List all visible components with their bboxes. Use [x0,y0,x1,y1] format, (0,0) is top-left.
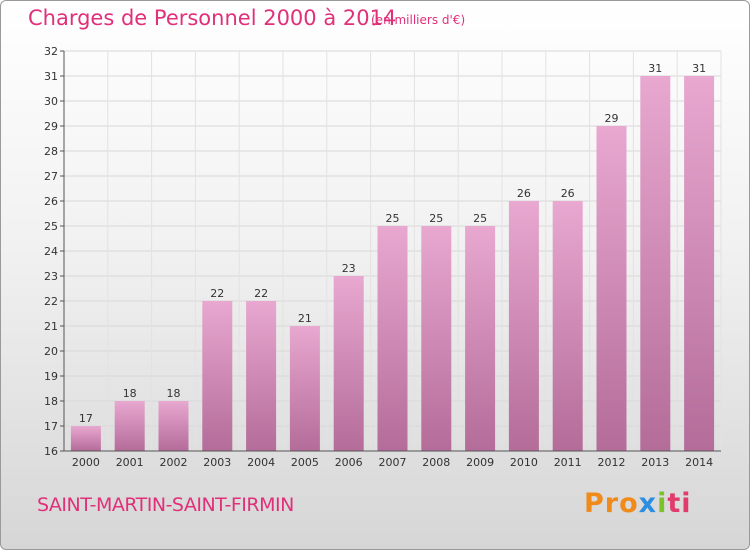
data-label: 26 [517,187,531,200]
bars [70,76,715,451]
y-tick-label: 26 [44,195,58,208]
x-tick-label: 2011 [554,456,582,469]
data-label: 18 [167,387,181,400]
bar-2007 [377,226,408,451]
data-label: 31 [692,62,706,75]
y-tick-label: 27 [44,170,58,183]
x-tick-label: 2000 [72,456,100,469]
data-label: 29 [605,112,619,125]
bar-2005 [289,326,320,451]
data-label: 21 [298,312,312,325]
x-tick-label: 2005 [291,456,319,469]
x-tick-label: 2008 [422,456,450,469]
data-label: 18 [123,387,137,400]
x-tick-label: 2012 [598,456,626,469]
bar-2009 [465,226,496,451]
y-tick-label: 20 [44,345,58,358]
data-label: 25 [429,212,443,225]
y-tick-label: 18 [44,395,58,408]
bar-2013 [640,76,671,451]
chart-subtitle: (en milliers d'€) [371,13,466,27]
y-tick-label: 24 [44,245,58,258]
data-label: 23 [342,262,356,275]
axes [60,50,721,452]
y-tick-label: 29 [44,120,58,133]
y-tick-label: 21 [44,320,58,333]
x-tick-label: 2006 [335,456,363,469]
bar-2004 [246,301,277,451]
x-tick-label: 2009 [466,456,494,469]
commune-name: SAINT-MARTIN-SAINT-FIRMIN [37,494,294,516]
bar-2008 [421,226,452,451]
bar-2000 [70,426,101,451]
proxiti-logo: Proxiti [584,488,692,519]
data-label: 22 [254,287,268,300]
x-tick-label: 2003 [203,456,231,469]
x-tick-label: 2007 [379,456,407,469]
x-tick-label: 2010 [510,456,538,469]
bar-2006 [333,276,364,451]
y-tick-label: 30 [44,95,58,108]
labels: 16 17 18 19 20 21 22 23 24 25 26 27 28 29 30 31 32 17 2000… [44,45,713,469]
x-tick-label: 2001 [116,456,144,469]
data-label: 22 [210,287,224,300]
y-tick-label: 28 [44,145,58,158]
y-tick-label: 22 [44,295,58,308]
bar-2003 [202,301,233,451]
bar-2001 [114,401,145,451]
x-tick-label: 2013 [641,456,669,469]
bar-2012 [596,126,627,451]
y-tick-label: 31 [44,70,58,83]
data-label: 26 [561,187,575,200]
y-tick-label: 19 [44,370,58,383]
bar-2010 [508,201,539,451]
y-tick-label: 23 [44,270,58,283]
bar-2002 [158,401,189,451]
x-tick-label: 2004 [247,456,275,469]
bar-2011 [552,201,583,451]
y-tick-label: 25 [44,220,58,233]
y-tick-label: 32 [44,45,58,58]
x-tick-label: 2014 [685,456,713,469]
y-tick-label: 17 [44,420,58,433]
data-label: 17 [79,412,93,425]
chart-title: Charges de Personnel 2000 à 2014 [28,6,397,30]
data-label: 31 [648,62,662,75]
bar-2014 [684,76,715,451]
data-label: 25 [473,212,487,225]
data-label: 25 [386,212,400,225]
y-tick-label: 16 [44,445,58,458]
x-tick-label: 2002 [160,456,188,469]
